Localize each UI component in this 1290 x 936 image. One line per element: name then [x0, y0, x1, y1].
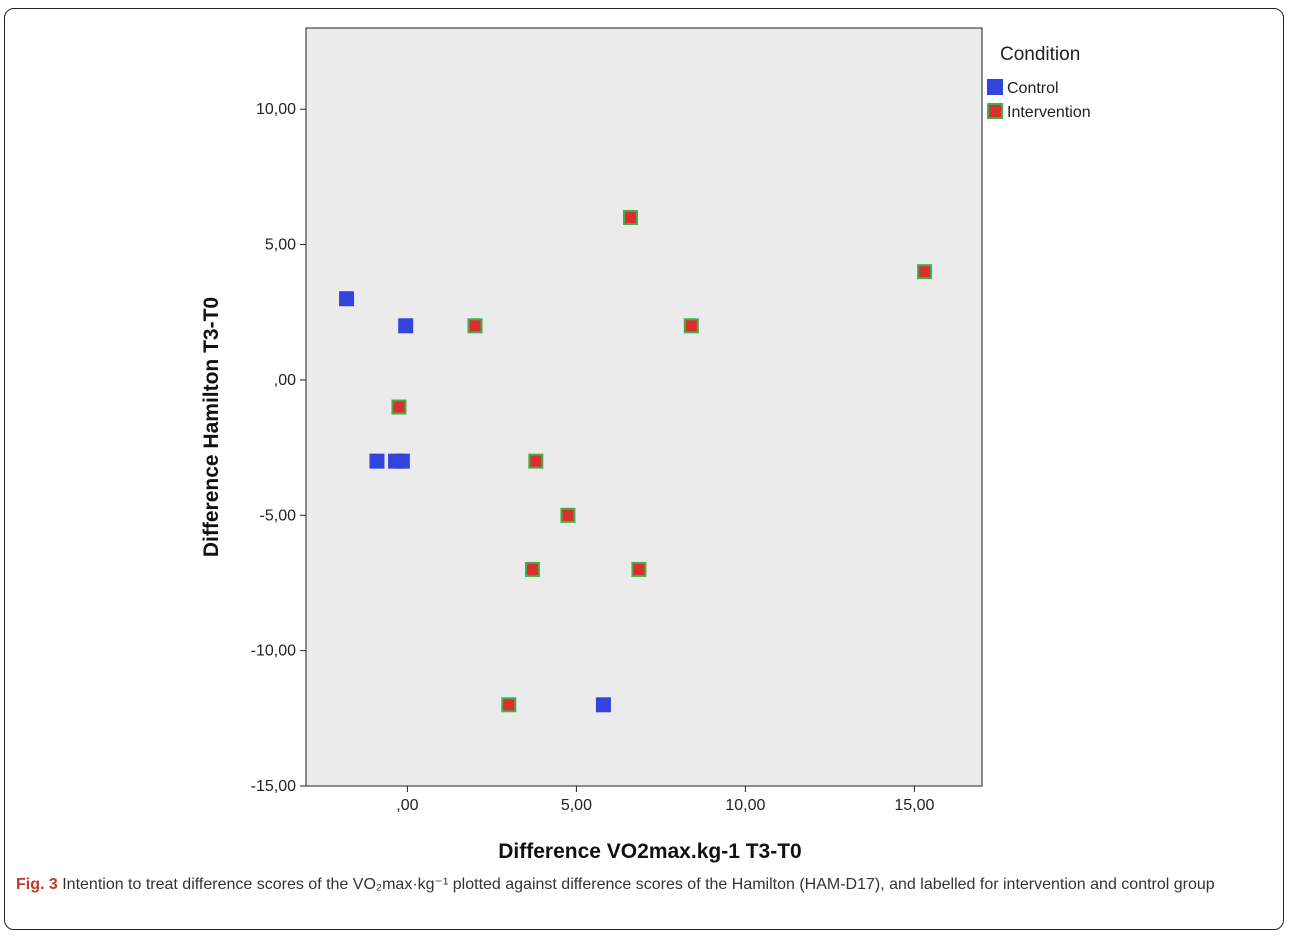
intervention-point	[391, 399, 407, 415]
intervention-point	[467, 318, 483, 334]
x-axis-title: Difference VO2max.kg-1 T3-T0	[498, 840, 801, 863]
y-tick-label: 10,00	[256, 101, 296, 118]
legend-title: Condition	[1000, 44, 1080, 65]
x-tick-label: 15,00	[894, 797, 934, 814]
control-point	[394, 453, 410, 469]
intervention-point	[560, 507, 576, 523]
scatter-chart: -15,00 -10,00 -5,00 ,00 5,00 10,00 ,00 5,00 10,0…	[200, 27, 1091, 863]
x-tick-label: 10,00	[725, 797, 765, 814]
intervention-point	[631, 561, 647, 577]
intervention-point	[528, 453, 544, 469]
legend-swatch-control	[987, 79, 1003, 95]
figure-caption: Fig. 3 Intention to treat difference sco…	[16, 874, 1266, 896]
y-tick-label: -15,00	[251, 778, 296, 795]
intervention-point	[683, 318, 699, 334]
y-tick-label: -10,00	[251, 643, 296, 660]
y-tick-label: ,00	[274, 372, 296, 389]
intervention-point	[501, 697, 517, 713]
control-point	[369, 453, 385, 469]
legend-swatch-intervention	[987, 103, 1003, 119]
y-tick-label: 5,00	[265, 237, 296, 254]
series-control	[339, 291, 611, 713]
y-tick-label: -5,00	[260, 507, 297, 524]
intervention-point	[917, 264, 933, 280]
y-axis-title: Difference Hamilton T3-T0	[200, 297, 223, 557]
control-point	[339, 291, 355, 307]
x-tick-label: 5,00	[561, 797, 592, 814]
x-tick-label: ,00	[396, 797, 418, 814]
control-point	[398, 318, 414, 334]
legend-label-control: Control	[1007, 80, 1059, 97]
plot-area	[305, 27, 983, 787]
figure-label: Fig. 3	[16, 876, 58, 893]
caption-text: Intention to treat difference scores of …	[57, 876, 1215, 893]
series-intervention	[391, 210, 933, 713]
legend: Condition Control Intervention	[987, 44, 1091, 121]
intervention-point	[524, 561, 540, 577]
figure-frame	[4, 8, 1284, 930]
legend-label-intervention: Intervention	[1007, 104, 1091, 121]
control-point	[595, 697, 611, 713]
intervention-point	[622, 210, 638, 225]
